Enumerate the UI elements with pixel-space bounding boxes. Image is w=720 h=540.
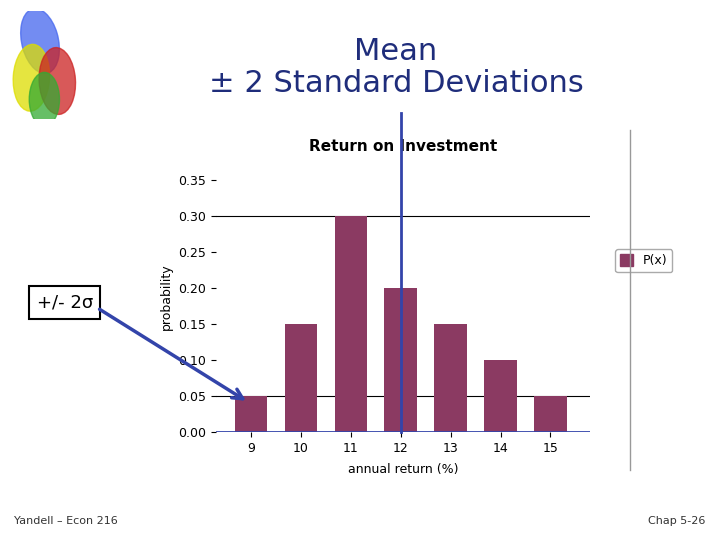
Text: +/- 2σ: +/- 2σ: [37, 293, 93, 312]
Bar: [235, 396, 267, 432]
Text: Yandell – Econ 216: Yandell – Econ 216: [14, 516, 118, 526]
Bar: [485, 360, 517, 432]
Text: Mean: Mean: [354, 37, 438, 66]
Ellipse shape: [39, 48, 76, 114]
Title: Return on Investment: Return on Investment: [309, 139, 498, 154]
Legend: P(x): P(x): [616, 249, 672, 272]
Y-axis label: probability: probability: [160, 264, 173, 330]
Ellipse shape: [13, 44, 50, 111]
Ellipse shape: [30, 72, 60, 126]
Text: ± 2 Standard Deviations: ± 2 Standard Deviations: [209, 69, 583, 98]
Bar: [534, 396, 567, 432]
Bar: [335, 216, 367, 432]
Bar: [384, 288, 417, 432]
Bar: [434, 324, 467, 432]
Text: Chap 5-26: Chap 5-26: [648, 516, 706, 526]
X-axis label: annual return (%): annual return (%): [348, 463, 459, 476]
Bar: [284, 324, 317, 432]
Ellipse shape: [21, 9, 59, 73]
